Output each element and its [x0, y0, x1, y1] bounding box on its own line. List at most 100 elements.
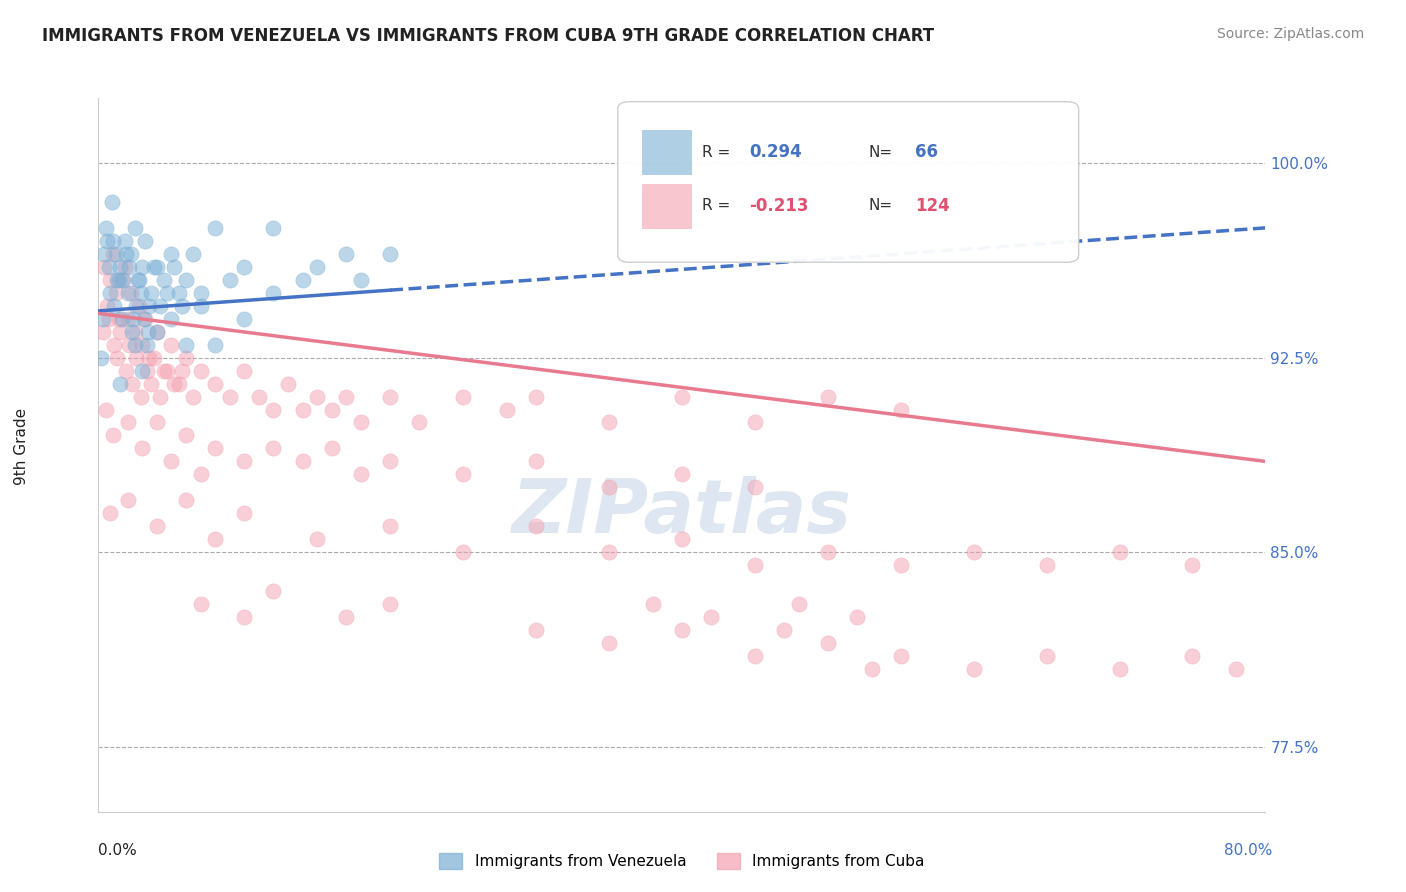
Point [773, 623, 796, 637]
Text: 0.294: 0.294 [749, 144, 803, 161]
Point [204, 337, 226, 351]
Point [125, 299, 148, 313]
Point [120, 285, 142, 300]
Point [117, 311, 139, 326]
Point [111, 311, 134, 326]
Point [142, 260, 165, 274]
Point [114, 234, 136, 248]
Point [105, 351, 128, 365]
Point [124, 325, 146, 339]
Legend: Immigrants from Venezuela, Immigrants from Cuba: Immigrants from Venezuela, Immigrants fr… [433, 847, 931, 875]
Point [335, 247, 357, 261]
Point [671, 390, 693, 404]
Point [110, 260, 132, 274]
Point [132, 311, 155, 326]
Point [700, 610, 723, 624]
Point [134, 234, 156, 248]
Point [114, 260, 136, 274]
Point [378, 247, 402, 261]
Point [408, 416, 430, 430]
Point [524, 519, 547, 533]
Text: 124: 124 [915, 197, 950, 215]
Point [451, 390, 474, 404]
Point [291, 454, 314, 468]
Point [233, 610, 256, 624]
Text: 0.0%: 0.0% [98, 843, 138, 858]
Point [1181, 558, 1204, 573]
Point [108, 311, 131, 326]
Point [146, 325, 169, 339]
Point [135, 337, 157, 351]
Point [262, 584, 284, 599]
Point [146, 519, 169, 533]
Point [167, 285, 190, 300]
Point [156, 363, 179, 377]
Point [671, 467, 693, 482]
Point [149, 390, 172, 404]
Point [350, 416, 373, 430]
Point [153, 363, 176, 377]
Point [131, 442, 153, 456]
Point [160, 311, 183, 326]
Point [262, 220, 284, 235]
Point [138, 299, 160, 313]
Point [110, 325, 132, 339]
Point [127, 273, 149, 287]
Point [153, 273, 176, 287]
Point [160, 247, 183, 261]
Point [138, 351, 160, 365]
Point [129, 390, 152, 404]
Point [98, 285, 121, 300]
Point [170, 363, 193, 377]
Point [91, 311, 114, 326]
Point [744, 648, 766, 663]
Text: R =: R = [702, 198, 730, 213]
Point [125, 351, 148, 365]
Point [307, 260, 329, 274]
Point [1225, 662, 1247, 676]
Point [117, 416, 139, 430]
FancyBboxPatch shape [617, 102, 1078, 262]
Point [121, 325, 143, 339]
Point [190, 285, 212, 300]
Point [101, 247, 124, 261]
Point [131, 363, 153, 377]
Point [136, 325, 159, 339]
Point [262, 442, 284, 456]
Point [204, 220, 226, 235]
Text: 66: 66 [915, 144, 938, 161]
Point [495, 402, 517, 417]
Point [744, 558, 766, 573]
Point [98, 273, 121, 287]
Point [1035, 648, 1057, 663]
Point [262, 402, 284, 417]
Point [103, 299, 125, 313]
Point [174, 428, 197, 442]
Point [233, 363, 256, 377]
Text: 80.0%: 80.0% [1225, 843, 1272, 858]
Point [598, 416, 620, 430]
Text: 9th Grade: 9th Grade [14, 408, 28, 484]
Text: -0.213: -0.213 [749, 197, 808, 215]
Point [115, 363, 138, 377]
Point [124, 337, 146, 351]
Point [117, 493, 139, 508]
Point [163, 260, 186, 274]
Point [163, 376, 186, 391]
Point [97, 260, 120, 274]
Point [108, 273, 131, 287]
Point [131, 260, 153, 274]
Point [233, 454, 256, 468]
Text: Source: ZipAtlas.com: Source: ZipAtlas.com [1216, 27, 1364, 41]
FancyBboxPatch shape [643, 130, 692, 175]
Point [104, 285, 127, 300]
Point [860, 662, 883, 676]
Point [146, 260, 169, 274]
Point [204, 442, 226, 456]
Point [117, 285, 139, 300]
Point [160, 337, 183, 351]
Point [524, 623, 547, 637]
Point [115, 247, 138, 261]
Point [307, 533, 329, 547]
Point [321, 442, 343, 456]
